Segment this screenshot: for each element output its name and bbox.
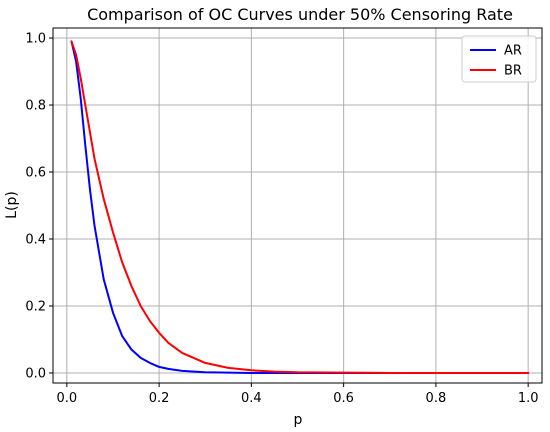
legend-box	[461, 35, 537, 83]
y-tick-label: 1.0	[25, 32, 46, 47]
x-ticks: 0.0 0.2 0.4 0.6 0.8 1.0	[56, 383, 539, 406]
x-tick-label: 0.4	[241, 391, 262, 406]
x-tick-label: 1.0	[518, 391, 539, 406]
x-tick-label: 0.0	[56, 391, 77, 406]
y-tick-label: 0.4	[25, 232, 46, 247]
y-tick-label: 0.8	[25, 99, 46, 114]
series-lines	[70, 40, 530, 374]
x-axis-label: p	[294, 412, 303, 428]
x-tick-label: 0.2	[149, 391, 170, 406]
x-tick-label: 0.6	[333, 391, 354, 406]
y-tick-label: 0.2	[25, 299, 46, 314]
x-tick-label: 0.8	[426, 391, 447, 406]
y-ticks: 0.0 0.2 0.4 0.6 0.8 1.0	[25, 32, 53, 381]
y-tick-label: 0.0	[25, 366, 46, 381]
series-line-ar	[70, 40, 530, 374]
chart-title: Comparison of OC Curves under 50% Censor…	[87, 5, 513, 24]
plot-frame	[52, 27, 543, 384]
legend-label-br: BR	[504, 64, 522, 79]
y-axis-label: L(p)	[4, 191, 20, 219]
series-line-br	[70, 40, 530, 374]
y-tick-label: 0.6	[25, 166, 46, 181]
legend: AR BR	[461, 35, 537, 83]
grid-lines	[53, 28, 542, 383]
legend-label-ar: AR	[504, 44, 522, 59]
